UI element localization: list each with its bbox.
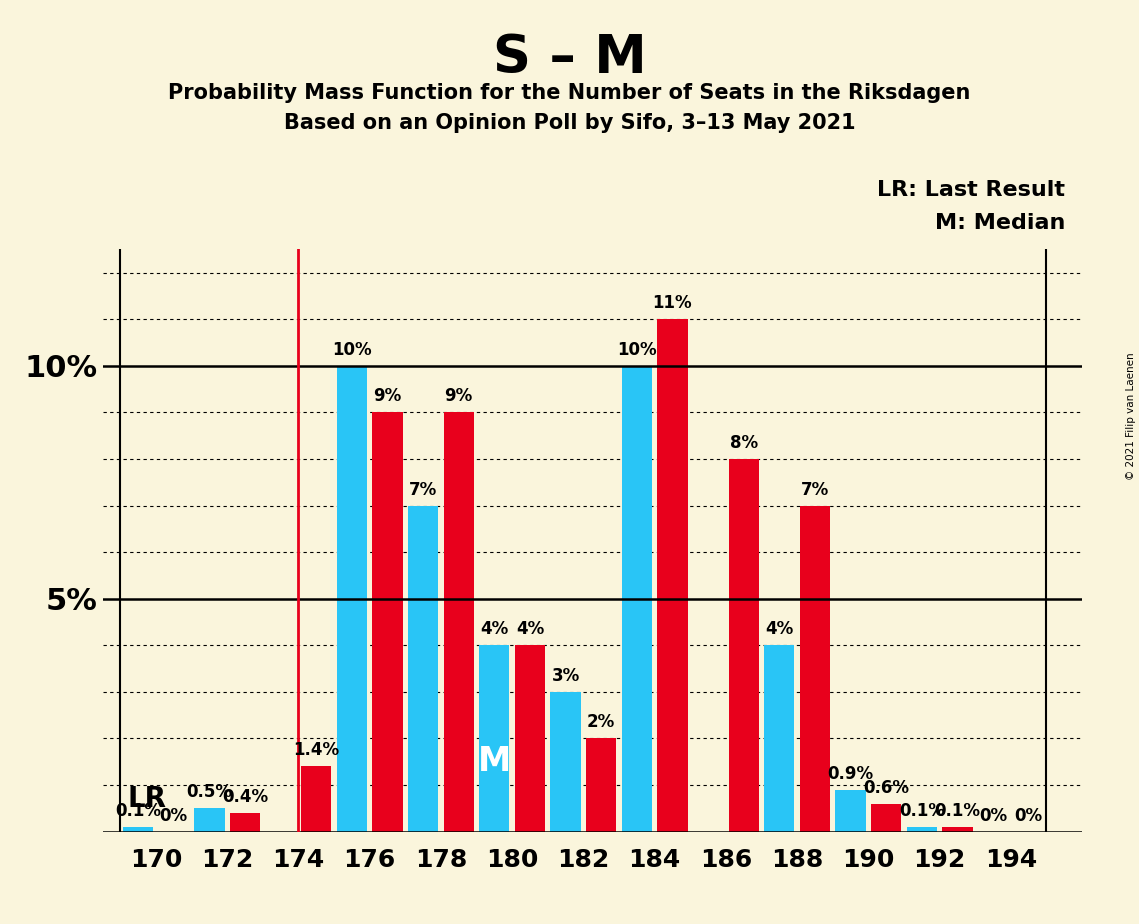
Bar	[587, 738, 616, 832]
Bar	[230, 813, 260, 832]
Text: 0%: 0%	[978, 807, 1007, 824]
Text: 2%: 2%	[587, 713, 615, 732]
Bar	[550, 692, 581, 832]
Bar	[871, 804, 901, 832]
Text: M: Median: M: Median	[935, 213, 1065, 233]
Text: 0.9%: 0.9%	[827, 765, 874, 783]
Bar	[408, 505, 439, 832]
Text: S – M: S – M	[493, 32, 646, 84]
Text: © 2021 Filip van Laenen: © 2021 Filip van Laenen	[1126, 352, 1136, 480]
Bar	[515, 645, 546, 832]
Text: 4%: 4%	[516, 620, 544, 638]
Bar	[195, 808, 224, 832]
Bar	[942, 827, 973, 832]
Text: 0.1%: 0.1%	[899, 802, 944, 820]
Bar	[622, 366, 652, 832]
Text: LR: Last Result: LR: Last Result	[877, 180, 1065, 201]
Text: 0.4%: 0.4%	[222, 788, 268, 806]
Text: 4%: 4%	[481, 620, 508, 638]
Text: LR: LR	[128, 785, 166, 813]
Bar	[372, 412, 402, 832]
Text: 10%: 10%	[333, 341, 371, 359]
Text: 0%: 0%	[1015, 807, 1042, 824]
Bar	[764, 645, 794, 832]
Bar	[123, 827, 154, 832]
Bar	[835, 790, 866, 832]
Text: 11%: 11%	[653, 295, 693, 312]
Text: M: M	[477, 746, 511, 778]
Text: 4%: 4%	[765, 620, 794, 638]
Text: 0.1%: 0.1%	[934, 802, 981, 820]
Text: 8%: 8%	[730, 434, 757, 452]
Text: 0.5%: 0.5%	[187, 784, 232, 801]
Text: 9%: 9%	[444, 387, 473, 406]
Text: 0.6%: 0.6%	[863, 779, 909, 796]
Text: 7%: 7%	[409, 480, 437, 499]
Bar	[301, 766, 331, 832]
Bar	[907, 827, 937, 832]
Text: 1.4%: 1.4%	[293, 741, 339, 760]
Text: 0%: 0%	[159, 807, 188, 824]
Text: 3%: 3%	[551, 667, 580, 685]
Text: Based on an Opinion Poll by Sifo, 3–13 May 2021: Based on an Opinion Poll by Sifo, 3–13 M…	[284, 113, 855, 133]
Bar	[657, 320, 688, 832]
Text: 0.1%: 0.1%	[115, 802, 161, 820]
Text: 7%: 7%	[801, 480, 829, 499]
Text: 9%: 9%	[374, 387, 402, 406]
Bar	[480, 645, 509, 832]
Bar	[729, 459, 759, 832]
Bar	[443, 412, 474, 832]
Bar	[800, 505, 830, 832]
Text: 10%: 10%	[617, 341, 656, 359]
Bar	[337, 366, 367, 832]
Text: Probability Mass Function for the Number of Seats in the Riksdagen: Probability Mass Function for the Number…	[169, 83, 970, 103]
